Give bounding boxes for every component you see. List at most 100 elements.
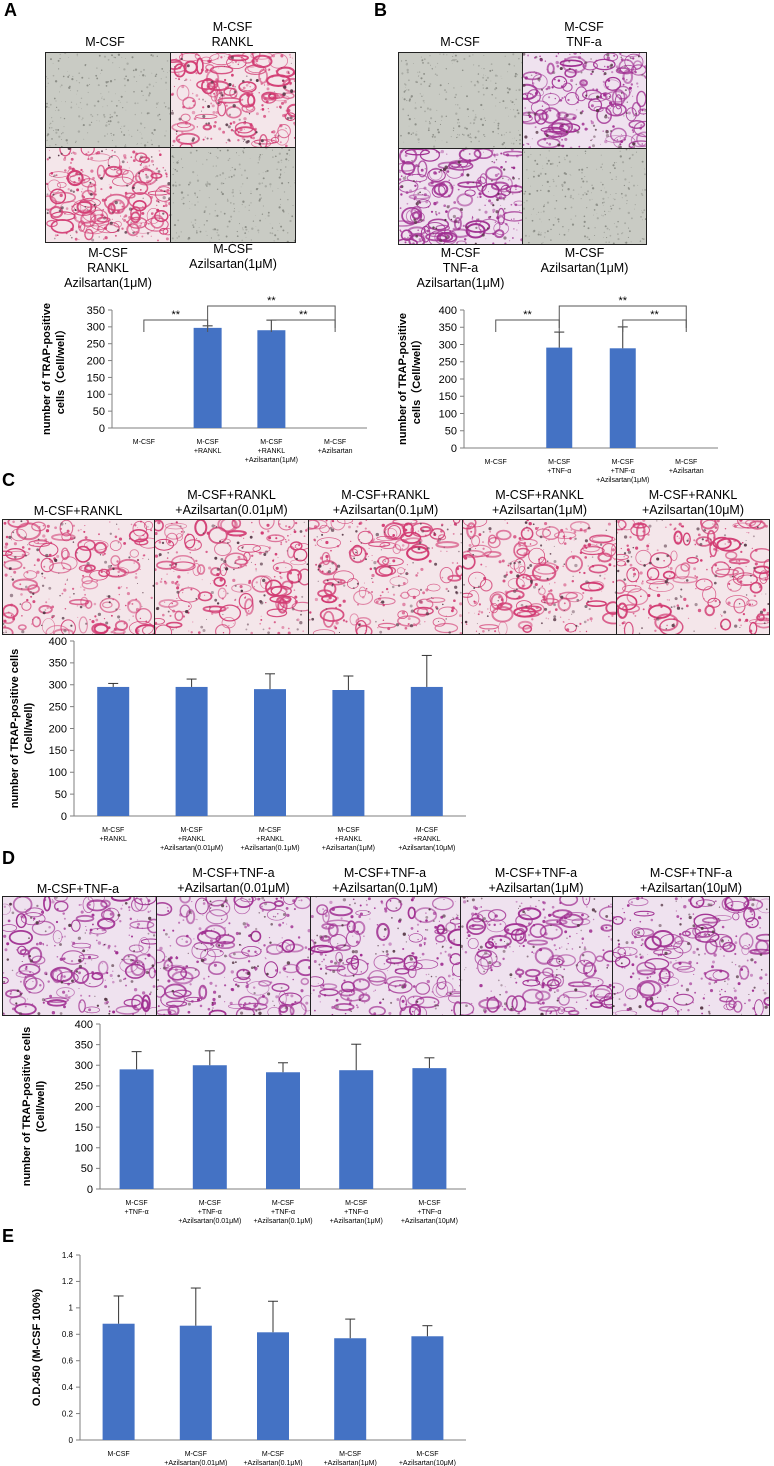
y-tick-label: 100: [49, 767, 67, 779]
y-tick-label: 250: [75, 1081, 93, 1093]
y-tick-label: 350: [87, 305, 105, 317]
panel-a-micrograph-mcsf-rankl-azilsartan: [45, 147, 171, 243]
y-tick-label: 150: [439, 391, 457, 403]
bar: [254, 689, 286, 816]
panel-letter-c: C: [2, 470, 15, 490]
bar: [410, 686, 443, 816]
y-tick-label: 200: [75, 1101, 93, 1113]
panel-a-label-mcsf-rankl: M-CSF RANKL: [211, 20, 254, 49]
category-label: M-CSF +RANKL +Azilsartan(1μM): [245, 439, 298, 464]
panel-c-label-1: M-CSF+RANKL +Azilsartan(0.01μM): [175, 488, 288, 517]
y-tick-label: 0.4: [62, 1383, 74, 1392]
significance-bracket: [558, 305, 687, 328]
category-label: M-CSF +TNF-α +Azilsartan(0.01μM): [178, 1200, 241, 1225]
chart-d-trap-tnf-dose: 0 50 100 150 200 250 300 350 400 number of TRAP-p…: [21, 1019, 466, 1225]
y-tick-label: 400: [49, 636, 67, 648]
category-label: M-CSF +RANKL +Azilsartan(1μM): [322, 827, 375, 852]
y-tick-label: 0: [61, 811, 67, 823]
y-tick-label: 50: [81, 1163, 93, 1175]
y-tick-label: 300: [49, 680, 67, 692]
y-tick-label: 250: [49, 701, 67, 713]
panel-b-label-mcsf-tnf: M-CSF TNF-a: [564, 20, 604, 49]
y-tick-label: 100: [439, 408, 457, 420]
bar: [257, 330, 286, 428]
significance-bracket: [622, 319, 687, 332]
panel-letter-b: B: [374, 0, 387, 20]
y-tick-label: 250: [439, 357, 457, 369]
y-tick-label: 0: [87, 1184, 93, 1196]
chart-c-trap-rankl-dose: 0 50 100 150 200 250 300 350 400 number of TRAP-p…: [9, 636, 466, 852]
y-axis-label: number of TRAP-positive cells (Cell/well): [9, 649, 35, 809]
category-label: M-CSF: [108, 1451, 130, 1458]
category-label: M-CSF +Azilsartan: [318, 439, 353, 455]
panel-b-label-mcsf: M-CSF: [440, 35, 480, 49]
chart-e-od450: 0 0.2 0.4 0.6 0.8 1 1.2 1.4 O.D.450 (M-CSF 100%)…: [31, 1251, 466, 1466]
panel-b-label-mcsf-tnf-azilsartan: M-CSF TNF-a Azilsartan(1μM): [416, 246, 505, 290]
panel-a-micrograph-mcsf-azilsartan: [170, 147, 296, 243]
panel-a-micrograph-mcsf: [45, 52, 171, 148]
y-tick-label: 200: [87, 355, 105, 367]
y-tick-label: 300: [87, 322, 105, 334]
y-tick-label: 150: [87, 372, 105, 384]
panel-b-micrograph-mcsf-tnf: [522, 52, 647, 149]
y-tick-label: 350: [49, 658, 67, 670]
panel-a-micrograph-mcsf-rankl: [170, 52, 296, 148]
significance-label: **: [523, 309, 532, 321]
panel-c-micrograph-4: [616, 519, 770, 635]
y-tick-label: 0: [69, 1436, 74, 1445]
panel-c-label-2: M-CSF+RANKL +Azilsartan(0.1μM): [332, 488, 439, 517]
chart-a-trap-rankl: 0 50 100 150 200 250 300 350 number of TRAP-posi…: [41, 295, 367, 464]
bar: [102, 1323, 135, 1440]
category-label: M-CSF: [485, 459, 507, 466]
y-tick-label: 350: [439, 322, 457, 334]
category-label: M-CSF +Azilsartan(1μM): [324, 1451, 377, 1466]
chart-b-trap-tnf: 0 50 100 150 200 250 300 350 400 number of TRAP-p…: [397, 295, 718, 484]
y-tick-label: 0.8: [62, 1330, 74, 1339]
y-tick-label: 1: [69, 1304, 74, 1313]
panel-letter-a: A: [4, 0, 17, 20]
panel-d-label-3: M-CSF+TNF-a +Azilsartan(1μM): [488, 866, 584, 895]
panel-c-micrograph-2: [308, 519, 463, 635]
category-label: M-CSF +TNF-α +Azilsartan(10μM): [401, 1200, 458, 1225]
significance-label: **: [650, 309, 659, 321]
y-axis-label: number of TRAP-positive cells（Cell/well）: [41, 303, 67, 435]
panel-d-label-2: M-CSF+TNF-a +Azilsartan(0.1μM): [332, 866, 438, 895]
significance-bracket: [207, 305, 336, 328]
panel-c-label-4: M-CSF+RANKL +Azilsartan(10μM): [641, 488, 745, 517]
y-tick-label: 200: [49, 723, 67, 735]
y-tick-label: 300: [75, 1060, 93, 1072]
panel-c-micrograph-3: [462, 519, 617, 635]
y-tick-label: 50: [93, 406, 105, 418]
bar: [192, 1065, 227, 1189]
y-tick-label: 350: [75, 1039, 93, 1051]
bar: [97, 686, 130, 816]
bar: [266, 1072, 300, 1189]
bar: [412, 1068, 447, 1189]
panel-b-micrograph-mcsf: [398, 52, 523, 149]
bar: [175, 686, 208, 816]
category-label: M-CSF +RANKL: [194, 439, 222, 455]
bar: [334, 1338, 367, 1440]
panel-c-micrograph-0: [2, 519, 155, 635]
bar: [193, 327, 222, 428]
category-label: M-CSF +RANKL +Azilsartan(10μM): [398, 827, 455, 852]
y-tick-label: 0: [99, 423, 105, 435]
category-label: M-CSF +TNF-α +Azilsartan(1μM): [596, 459, 649, 484]
y-tick-label: 150: [75, 1122, 93, 1134]
y-tick-label: 1.4: [62, 1251, 74, 1260]
bar: [179, 1325, 212, 1440]
y-tick-label: 100: [87, 389, 105, 401]
category-label: M-CSF +Azilsartan(10μM): [399, 1451, 456, 1466]
category-label: M-CSF: [133, 439, 155, 446]
panel-d-micrograph-1: [156, 896, 311, 1016]
category-label: M-CSF +TNF-α +Azilsartan(1μM): [330, 1200, 383, 1225]
significance-label: **: [171, 309, 180, 321]
bar: [546, 347, 573, 448]
panel-b-label-mcsf-azilsartan: M-CSF Azilsartan(1μM): [540, 246, 629, 275]
category-label: M-CSF +Azilsartan: [669, 459, 704, 475]
significance-bracket: [270, 319, 336, 332]
significance-label: **: [299, 309, 308, 321]
panel-b-micrograph-mcsf-tnf-azilsartan: [398, 148, 523, 245]
bar: [339, 1070, 374, 1189]
y-tick-label: 0: [451, 443, 457, 455]
